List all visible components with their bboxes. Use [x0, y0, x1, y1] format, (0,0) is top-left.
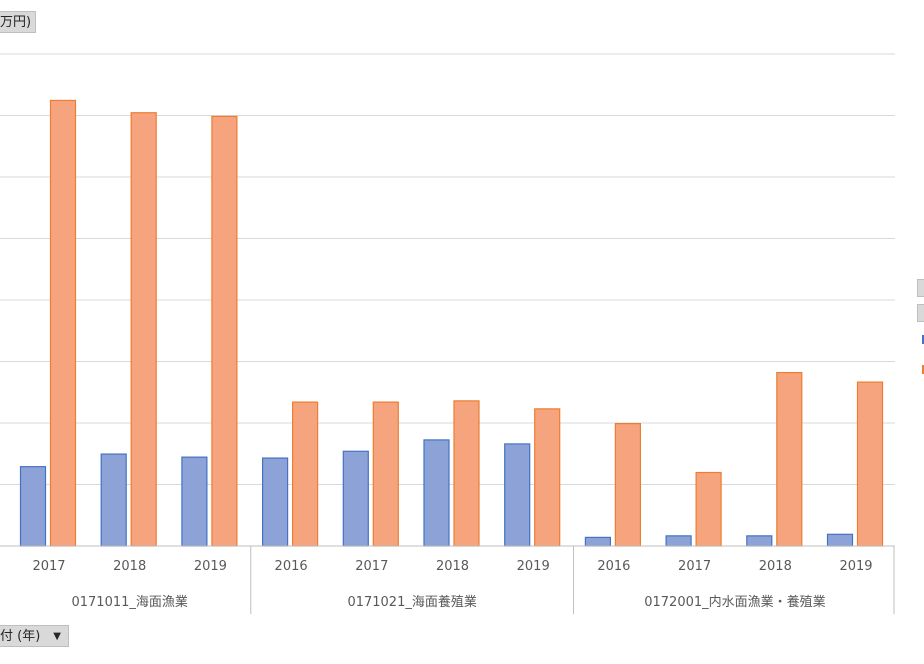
group-label: 0172001_内水面漁業・養殖業 [644, 594, 825, 610]
legend-swatch-series-2 [922, 365, 924, 374]
bar-series-1 [665, 535, 692, 547]
bars [19, 99, 884, 547]
bar-series-1 [342, 450, 369, 547]
bar-series-2 [292, 401, 319, 547]
bar-series-2 [695, 471, 722, 547]
value-field-label: 万円) [0, 15, 32, 30]
category-axis: 2017 2018 2019 2016 2017 2018 2019 2016 2017 2018… [0, 545, 895, 614]
bar-series-2 [49, 99, 77, 547]
bar-series-1 [181, 456, 208, 547]
x-tick-label: 2018 [113, 559, 146, 574]
date-field-button[interactable]: 付 (年) ▼ [0, 625, 69, 647]
x-tick-label: 2017 [355, 559, 388, 574]
x-tick-label: 2017 [32, 559, 65, 574]
bar-series-2 [372, 401, 399, 547]
bar-series-1 [584, 536, 612, 547]
x-tick-label: 2018 [436, 559, 469, 574]
bar-series-2 [856, 381, 884, 547]
chevron-down-icon[interactable]: ▼ [53, 631, 61, 642]
x-tick-label: 2016 [275, 559, 308, 574]
bar-series-2 [534, 408, 561, 547]
x-tick-label: 2017 [678, 559, 711, 574]
bar-series-1 [746, 535, 773, 547]
bar-series-1 [504, 443, 531, 547]
date-field-label: 付 (年) [0, 629, 41, 644]
legend-swatch-series-1 [922, 335, 924, 344]
bar-series-2 [614, 423, 642, 547]
bar-series-2 [776, 371, 803, 547]
x-tick-label: 2019 [517, 559, 550, 574]
bar-series-2 [211, 115, 238, 547]
legend-field-button-1[interactable] [917, 279, 924, 297]
bar-series-1 [826, 533, 854, 547]
x-tick-label: 2018 [759, 559, 792, 574]
value-field-button[interactable]: 万円) [0, 11, 37, 33]
legend-field-button-2[interactable] [917, 304, 924, 322]
bar-series-1 [423, 439, 450, 547]
x-tick-label: 2016 [597, 559, 630, 574]
x-tick-label: 2019 [839, 559, 872, 574]
bar-series-2 [130, 112, 157, 547]
bar-series-1 [100, 453, 127, 547]
x-tick-label: 2019 [194, 559, 227, 574]
group-label: 0171021_海面養殖業 [347, 594, 476, 610]
bar-series-2 [453, 400, 480, 547]
group-label: 0171011_海面漁業 [71, 594, 187, 610]
bar-series-1 [19, 466, 47, 547]
bar-series-1 [262, 457, 289, 547]
